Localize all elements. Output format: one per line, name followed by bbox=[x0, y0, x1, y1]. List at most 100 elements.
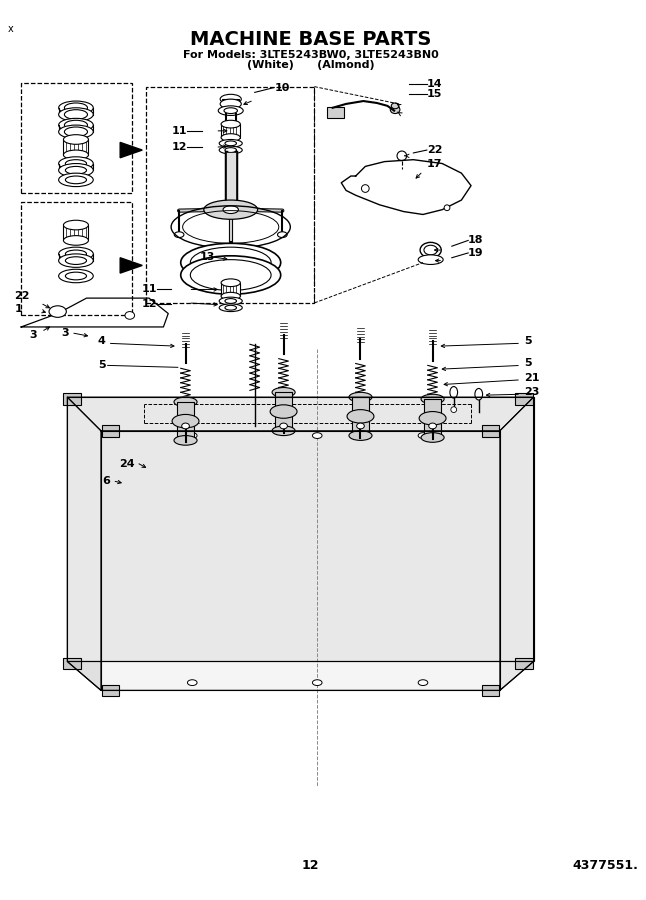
Bar bbox=[482, 685, 499, 696]
Text: 15: 15 bbox=[427, 89, 443, 99]
Text: 22: 22 bbox=[14, 292, 30, 302]
Ellipse shape bbox=[349, 431, 372, 440]
Text: 3: 3 bbox=[61, 328, 69, 338]
Ellipse shape bbox=[349, 392, 372, 402]
Bar bbox=[102, 685, 120, 696]
Ellipse shape bbox=[272, 426, 295, 436]
Bar bbox=[21, 83, 132, 194]
Text: x: x bbox=[8, 24, 14, 34]
Ellipse shape bbox=[475, 389, 483, 400]
Ellipse shape bbox=[174, 232, 184, 238]
Polygon shape bbox=[67, 397, 101, 690]
Ellipse shape bbox=[59, 164, 93, 177]
Ellipse shape bbox=[63, 220, 89, 230]
Ellipse shape bbox=[181, 243, 281, 282]
Ellipse shape bbox=[191, 260, 271, 291]
Ellipse shape bbox=[219, 304, 242, 311]
Ellipse shape bbox=[174, 397, 197, 407]
Ellipse shape bbox=[444, 205, 450, 211]
Ellipse shape bbox=[221, 134, 240, 141]
Ellipse shape bbox=[224, 108, 238, 113]
Text: 10: 10 bbox=[275, 83, 290, 93]
Ellipse shape bbox=[174, 436, 197, 446]
Ellipse shape bbox=[59, 173, 93, 186]
Text: 12: 12 bbox=[302, 859, 319, 872]
Ellipse shape bbox=[125, 311, 134, 320]
Text: 5: 5 bbox=[524, 337, 532, 347]
Text: 5: 5 bbox=[98, 360, 106, 371]
Text: 22: 22 bbox=[427, 145, 443, 155]
Polygon shape bbox=[101, 431, 500, 690]
Ellipse shape bbox=[218, 106, 243, 115]
Polygon shape bbox=[120, 142, 142, 157]
Ellipse shape bbox=[49, 306, 67, 318]
Bar bbox=[516, 393, 532, 405]
Ellipse shape bbox=[424, 245, 437, 255]
Text: 5: 5 bbox=[524, 358, 532, 368]
Bar bbox=[327, 107, 344, 118]
Bar bbox=[63, 140, 89, 155]
Ellipse shape bbox=[347, 410, 374, 423]
Text: 4377551.: 4377551. bbox=[572, 859, 638, 872]
Ellipse shape bbox=[187, 433, 197, 438]
Ellipse shape bbox=[397, 151, 406, 160]
Ellipse shape bbox=[59, 118, 93, 131]
Ellipse shape bbox=[220, 99, 242, 109]
Ellipse shape bbox=[181, 256, 281, 294]
Bar bbox=[482, 425, 499, 436]
Ellipse shape bbox=[219, 146, 242, 154]
Ellipse shape bbox=[172, 414, 199, 427]
Ellipse shape bbox=[221, 121, 240, 128]
Text: 12: 12 bbox=[141, 299, 157, 309]
Bar bbox=[352, 397, 369, 436]
Ellipse shape bbox=[221, 279, 240, 286]
Ellipse shape bbox=[313, 433, 322, 438]
Text: 13: 13 bbox=[200, 252, 215, 262]
Ellipse shape bbox=[59, 101, 93, 114]
Polygon shape bbox=[500, 397, 534, 690]
Ellipse shape bbox=[59, 125, 93, 139]
Ellipse shape bbox=[225, 299, 236, 303]
Ellipse shape bbox=[182, 423, 189, 429]
Ellipse shape bbox=[220, 94, 242, 104]
Text: 4: 4 bbox=[98, 337, 106, 347]
Polygon shape bbox=[21, 298, 168, 327]
Bar bbox=[102, 425, 120, 436]
Ellipse shape bbox=[63, 236, 89, 245]
Text: 12: 12 bbox=[172, 142, 187, 152]
Bar bbox=[221, 283, 240, 296]
Text: MACHINE BASE PARTS: MACHINE BASE PARTS bbox=[190, 30, 431, 49]
Polygon shape bbox=[67, 397, 534, 662]
Ellipse shape bbox=[421, 394, 444, 404]
Ellipse shape bbox=[225, 305, 236, 310]
Ellipse shape bbox=[59, 108, 93, 122]
Ellipse shape bbox=[219, 297, 242, 305]
Ellipse shape bbox=[225, 141, 236, 146]
Bar bbox=[63, 225, 89, 240]
Text: 21: 21 bbox=[524, 373, 539, 382]
Ellipse shape bbox=[63, 135, 89, 144]
Ellipse shape bbox=[59, 248, 93, 261]
Polygon shape bbox=[67, 397, 534, 431]
Bar bbox=[275, 392, 292, 431]
Text: For Models: 3LTE5243BW0, 3LTE5243BN0: For Models: 3LTE5243BW0, 3LTE5243BN0 bbox=[183, 50, 439, 60]
Text: 6: 6 bbox=[103, 476, 110, 486]
Text: 19: 19 bbox=[468, 248, 484, 258]
Ellipse shape bbox=[313, 680, 322, 686]
Ellipse shape bbox=[187, 680, 197, 686]
Text: 18: 18 bbox=[468, 236, 484, 246]
Bar bbox=[63, 658, 81, 670]
Ellipse shape bbox=[223, 206, 238, 213]
Bar bbox=[221, 124, 240, 138]
Ellipse shape bbox=[451, 407, 457, 412]
Ellipse shape bbox=[357, 423, 364, 429]
Ellipse shape bbox=[280, 423, 287, 429]
Ellipse shape bbox=[418, 680, 428, 686]
Ellipse shape bbox=[225, 148, 236, 152]
Ellipse shape bbox=[226, 264, 236, 269]
Bar bbox=[222, 99, 240, 104]
Ellipse shape bbox=[429, 423, 437, 429]
Text: 11: 11 bbox=[141, 284, 157, 294]
Text: 1: 1 bbox=[14, 303, 22, 314]
Polygon shape bbox=[67, 662, 534, 690]
